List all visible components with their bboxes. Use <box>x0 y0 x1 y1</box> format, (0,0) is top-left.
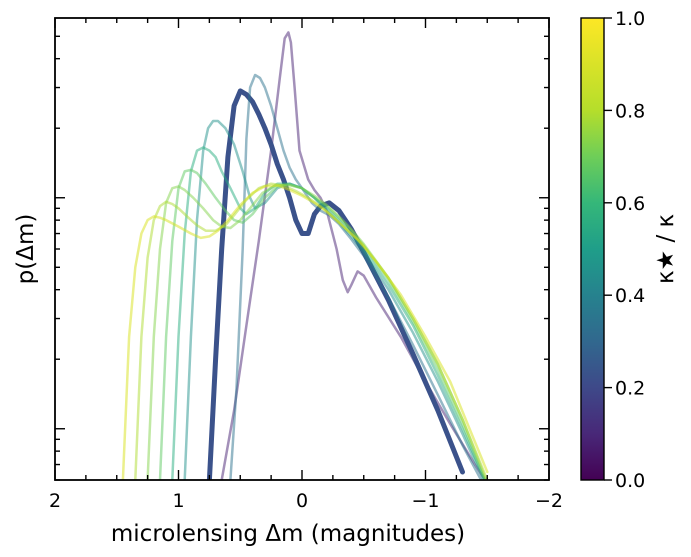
x-tick-label: 0 <box>296 490 308 512</box>
series-line-7 <box>146 183 488 480</box>
colorbar-tick-label: 0.4 <box>615 285 645 307</box>
plot-frame <box>54 17 550 481</box>
y-axis-label: p(Δm) <box>13 214 39 285</box>
colorbar-tick-label: 1.0 <box>615 8 645 30</box>
colorbar-tick-label: 0.2 <box>615 378 645 400</box>
x-tick-label: 2 <box>49 490 61 512</box>
x-axis-label: microlensing Δm (magnitudes) <box>111 521 465 547</box>
series-line-3 <box>229 73 483 480</box>
x-tick-label: −2 <box>535 490 563 512</box>
colorbar-label: κ★ / κ <box>653 214 679 284</box>
x-tick-label: 1 <box>172 490 184 512</box>
x-tick-label: −1 <box>411 490 439 512</box>
series-line-2 <box>206 88 465 480</box>
colorbar <box>580 17 605 481</box>
series-line-4 <box>183 119 485 480</box>
series-layer <box>121 31 489 480</box>
series-line-9 <box>121 184 489 480</box>
axes-box <box>54 17 550 481</box>
colorbar-tick-label: 0.6 <box>615 193 645 215</box>
x-axis-ticks: 2 1 0 −1 −2 <box>49 18 563 512</box>
colorbar-tick-label: 0.0 <box>615 470 645 492</box>
colorbar-tick-label: 0.8 <box>615 100 645 122</box>
series-line-1 <box>220 31 487 480</box>
colorbar-ticks: 0.0 0.2 0.4 0.6 0.8 1.0 <box>604 8 645 492</box>
